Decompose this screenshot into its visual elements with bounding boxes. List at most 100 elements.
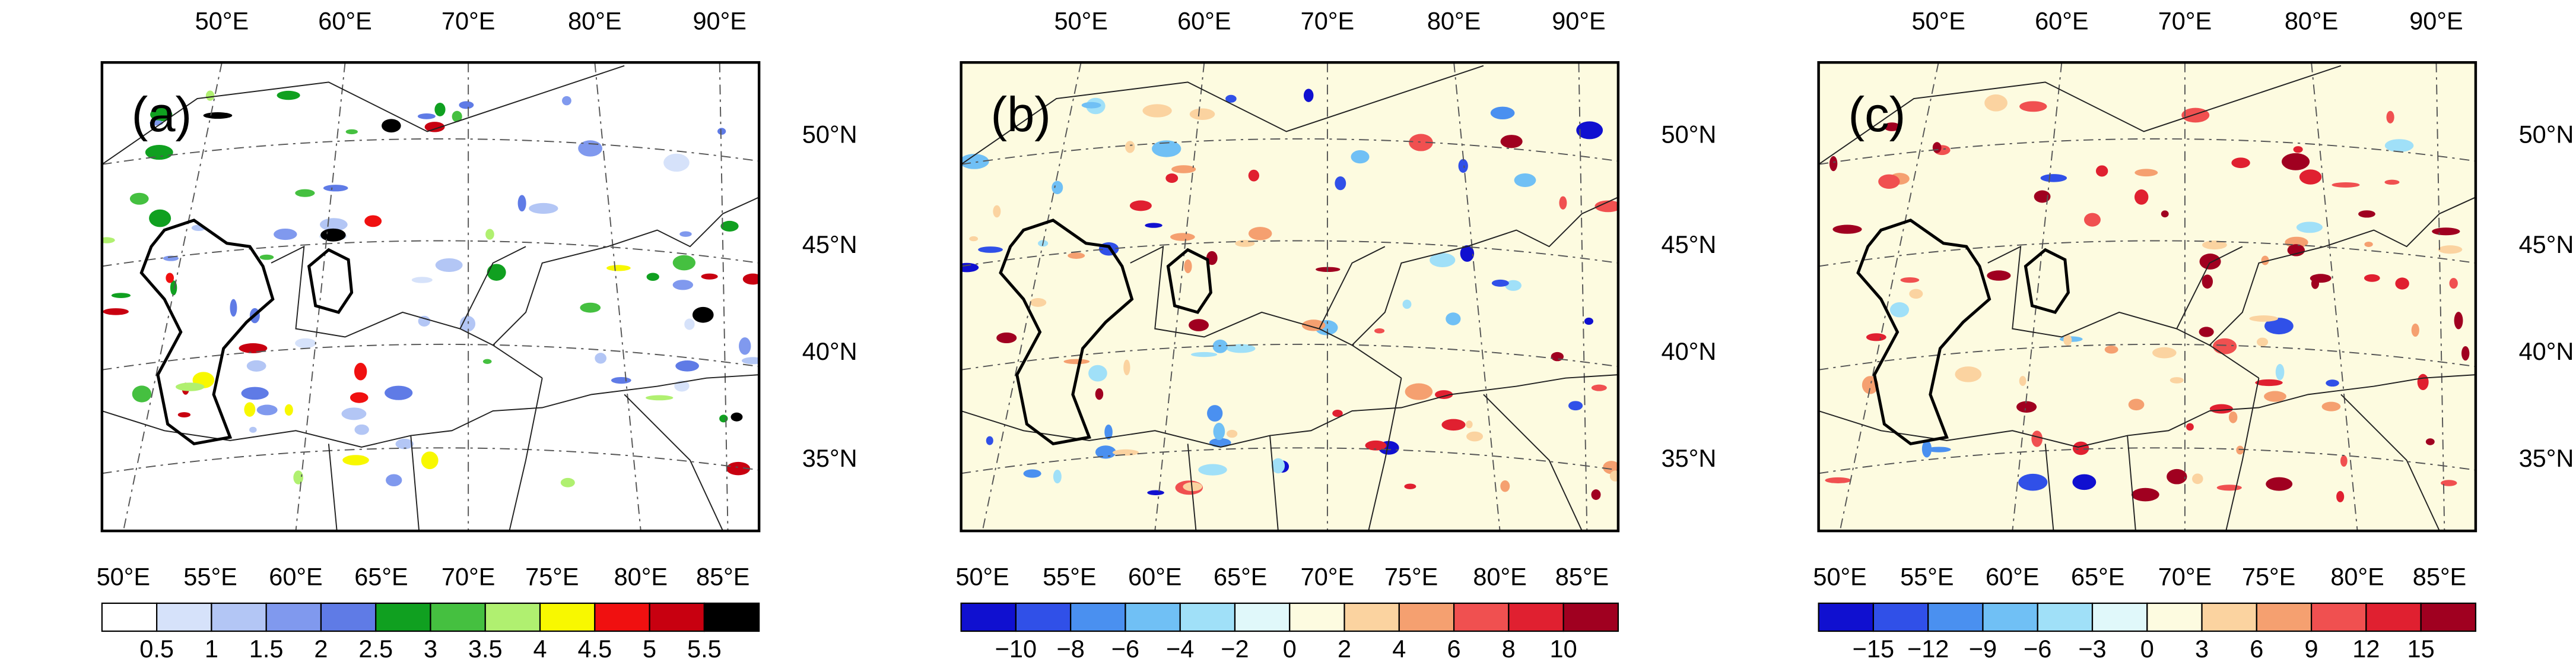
field-blob <box>1500 135 1523 148</box>
field-blob <box>2016 401 2037 413</box>
colorbar-label: 8 <box>1502 635 1516 663</box>
field-blob <box>256 404 278 416</box>
field-blob <box>1207 405 1223 422</box>
parallel <box>961 447 1618 474</box>
field-blob <box>1189 319 1209 331</box>
field-blob <box>111 293 131 298</box>
field-blob <box>1068 252 1085 259</box>
field-blob <box>1095 445 1116 459</box>
top-lon-label: 90°E <box>2409 7 2463 35</box>
colorbar-box <box>649 602 705 632</box>
field-blob <box>485 229 494 240</box>
field-blob <box>2449 278 2458 289</box>
field-blob <box>2236 445 2244 455</box>
bottom-lon-label: 60°E <box>1986 562 2039 590</box>
field-blob <box>435 258 463 272</box>
field-blob <box>2018 473 2048 491</box>
field-blob <box>2181 107 2210 123</box>
field-blob <box>2040 174 2067 182</box>
parallel <box>101 138 760 165</box>
colorbar-label: 6 <box>1447 635 1461 663</box>
colorbar-box <box>2256 602 2313 632</box>
right-lat-label: 40°N <box>1662 337 1717 365</box>
coastline <box>139 219 354 446</box>
bottom-lon-label: 55°E <box>1900 562 1954 590</box>
map-field <box>101 62 760 531</box>
field-blob <box>1142 104 1172 118</box>
right-lat-label: 45°N <box>802 230 857 258</box>
colorbar-box <box>1125 602 1181 632</box>
colorbar-label: 3 <box>424 635 437 663</box>
parallel <box>1818 138 2476 165</box>
field-blob <box>295 189 315 197</box>
right-lat-label: 35°N <box>802 444 857 472</box>
colorbar-box <box>2201 602 2257 632</box>
field-blob <box>1446 312 1461 325</box>
right-lat-label: 35°N <box>2519 444 2574 472</box>
colorbar-box <box>539 602 596 632</box>
parallel <box>1818 447 2476 474</box>
field-blob <box>1591 384 1607 391</box>
field-blob <box>1591 489 1601 500</box>
field-blob <box>293 470 303 485</box>
colorbar-label: 3 <box>2195 635 2209 663</box>
map-frame <box>100 61 761 533</box>
field-blob <box>529 202 558 214</box>
field-blob <box>742 273 760 285</box>
field-blob <box>2019 101 2047 112</box>
field-blob <box>2438 245 2463 254</box>
bottom-lon-label: 70°E <box>1301 562 1354 590</box>
colorbar-box <box>484 602 541 632</box>
meridian <box>594 62 641 531</box>
bottom-lon-label: 50°E <box>955 562 1009 590</box>
field-blob <box>2264 318 2294 335</box>
colorbar-box <box>703 602 760 632</box>
colorbar-box <box>960 602 1017 632</box>
field-blob <box>2299 169 2322 185</box>
field-blob <box>1351 150 1370 164</box>
field-blob <box>2072 474 2097 490</box>
field-blob <box>720 220 739 232</box>
colorbar-label: −9 <box>1969 635 1997 663</box>
field-blob <box>1559 196 1567 210</box>
right-lat-label: 40°N <box>2519 337 2574 365</box>
field-blob <box>145 145 173 160</box>
right-lat-label: 50°N <box>1662 121 1717 148</box>
field-blob <box>726 461 751 476</box>
colorbar-box <box>1070 602 1126 632</box>
field-blob <box>2417 373 2429 390</box>
field-blob <box>1145 223 1162 228</box>
field-blob <box>411 277 433 283</box>
field-blob <box>675 360 699 372</box>
panel-label: (b) <box>990 87 1050 142</box>
parallel <box>101 240 760 267</box>
field-blob <box>996 332 1017 344</box>
field-blob <box>1584 317 1593 325</box>
field-blob <box>2321 401 2341 411</box>
coastline <box>999 219 1212 446</box>
field-blob <box>1165 173 1179 183</box>
field-blob <box>1303 88 1314 102</box>
field-blob <box>2461 346 2470 361</box>
field-blob <box>1212 339 1228 353</box>
colorbar-box <box>1562 602 1619 632</box>
field-blob <box>176 382 205 391</box>
colorbar-label: 10 <box>1550 635 1577 663</box>
field-blob <box>2034 190 2051 203</box>
field-blob <box>1883 122 1901 131</box>
field-blob <box>2212 338 2237 354</box>
field-blob <box>177 412 191 417</box>
colorbar-label: 5.5 <box>687 635 722 663</box>
field-blob <box>1927 447 1951 452</box>
field-blob <box>101 237 115 243</box>
field-blob <box>1184 259 1192 274</box>
field-blob <box>741 357 760 365</box>
bottom-lon-label: 55°E <box>1043 562 1096 590</box>
colorbar-box <box>211 602 267 632</box>
meridian <box>2012 62 2063 531</box>
colorbar-label: −15 <box>1853 635 1894 663</box>
field-blob <box>1030 298 1047 307</box>
bottom-lon-label: 85°E <box>2413 562 2466 590</box>
field-blob <box>2063 334 2072 346</box>
field-blob <box>1491 279 1509 287</box>
